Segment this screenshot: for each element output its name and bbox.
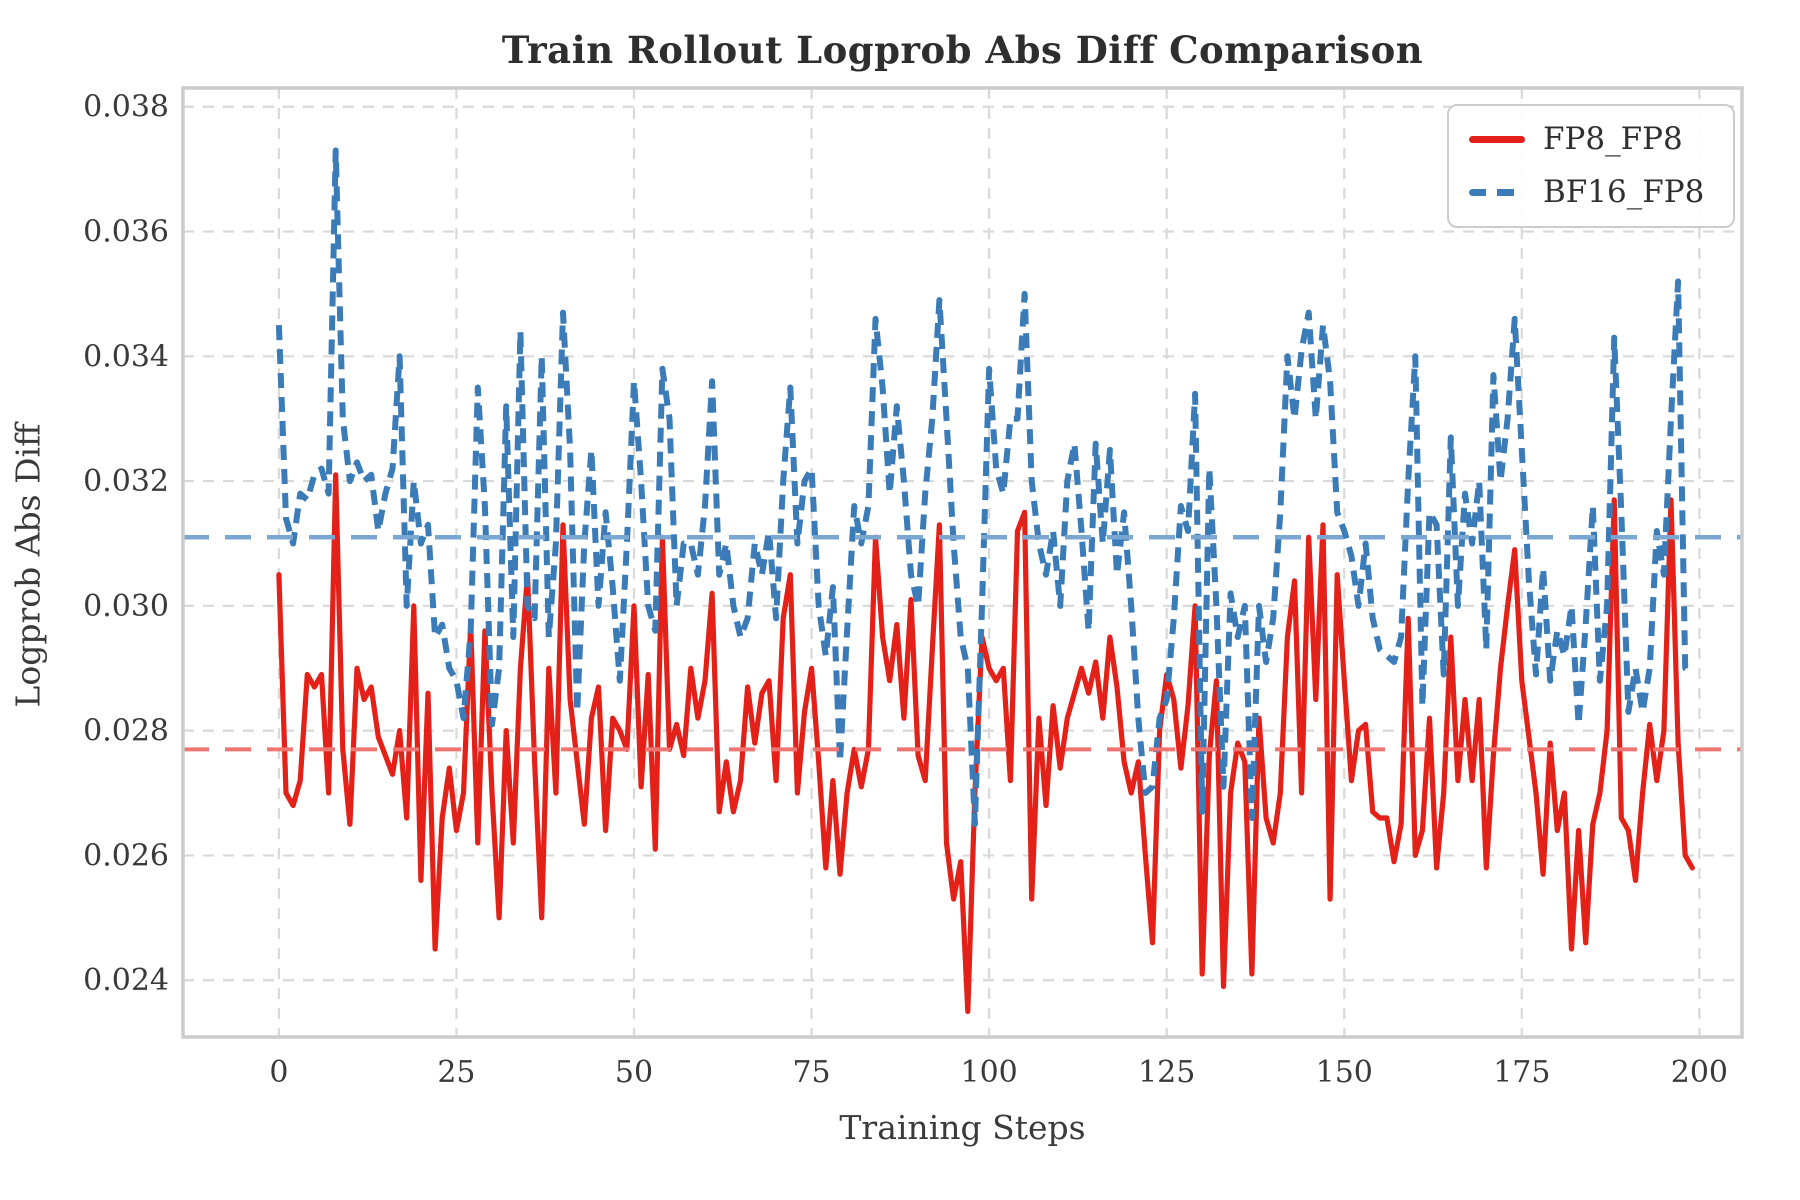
x-tick-label: 0 — [269, 1055, 288, 1090]
y-tick-label: 0.036 — [83, 215, 169, 250]
legend-label-bf16: BF16_FP8 — [1543, 174, 1705, 210]
y-axis-label: Logprob Abs Diff — [8, 423, 48, 708]
x-tick-label: 100 — [961, 1055, 1018, 1090]
chart-title: Train Rollout Logprob Abs Diff Compariso… — [501, 28, 1424, 72]
legend-item-bf16: BF16_FP8 — [1469, 177, 1713, 208]
x-axis-label: Training Steps — [839, 1108, 1086, 1147]
y-tick-label: 0.038 — [83, 90, 169, 125]
x-tick-label: 75 — [792, 1055, 830, 1090]
x-tick-label: 200 — [1671, 1055, 1728, 1090]
x-tick-label: 50 — [615, 1055, 653, 1090]
legend-label-fp8: FP8_FP8 — [1543, 121, 1683, 157]
x-tick-label: 125 — [1138, 1055, 1195, 1090]
y-tick-label: 0.028 — [83, 714, 169, 749]
bf16-series-line — [275, 147, 1695, 828]
x-tick-label: 175 — [1493, 1055, 1550, 1090]
fp8-line-swatch — [1469, 136, 1525, 143]
y-tick-label: 0.026 — [83, 838, 169, 873]
bf16-line-swatch — [1469, 189, 1525, 196]
y-tick-label: 0.034 — [83, 339, 169, 374]
fp8-series-line — [276, 472, 1695, 1015]
x-tick-label: 25 — [437, 1055, 475, 1090]
x-tick-label: 150 — [1316, 1055, 1373, 1090]
y-tick-label: 0.032 — [83, 464, 169, 499]
axes-frame — [181, 86, 1744, 1039]
y-tick-label: 0.030 — [83, 589, 169, 624]
legend: FP8_FP8 BF16_FP8 — [1447, 104, 1735, 228]
y-tick-label: 0.024 — [83, 963, 169, 998]
legend-item-fp8: FP8_FP8 — [1469, 124, 1713, 155]
